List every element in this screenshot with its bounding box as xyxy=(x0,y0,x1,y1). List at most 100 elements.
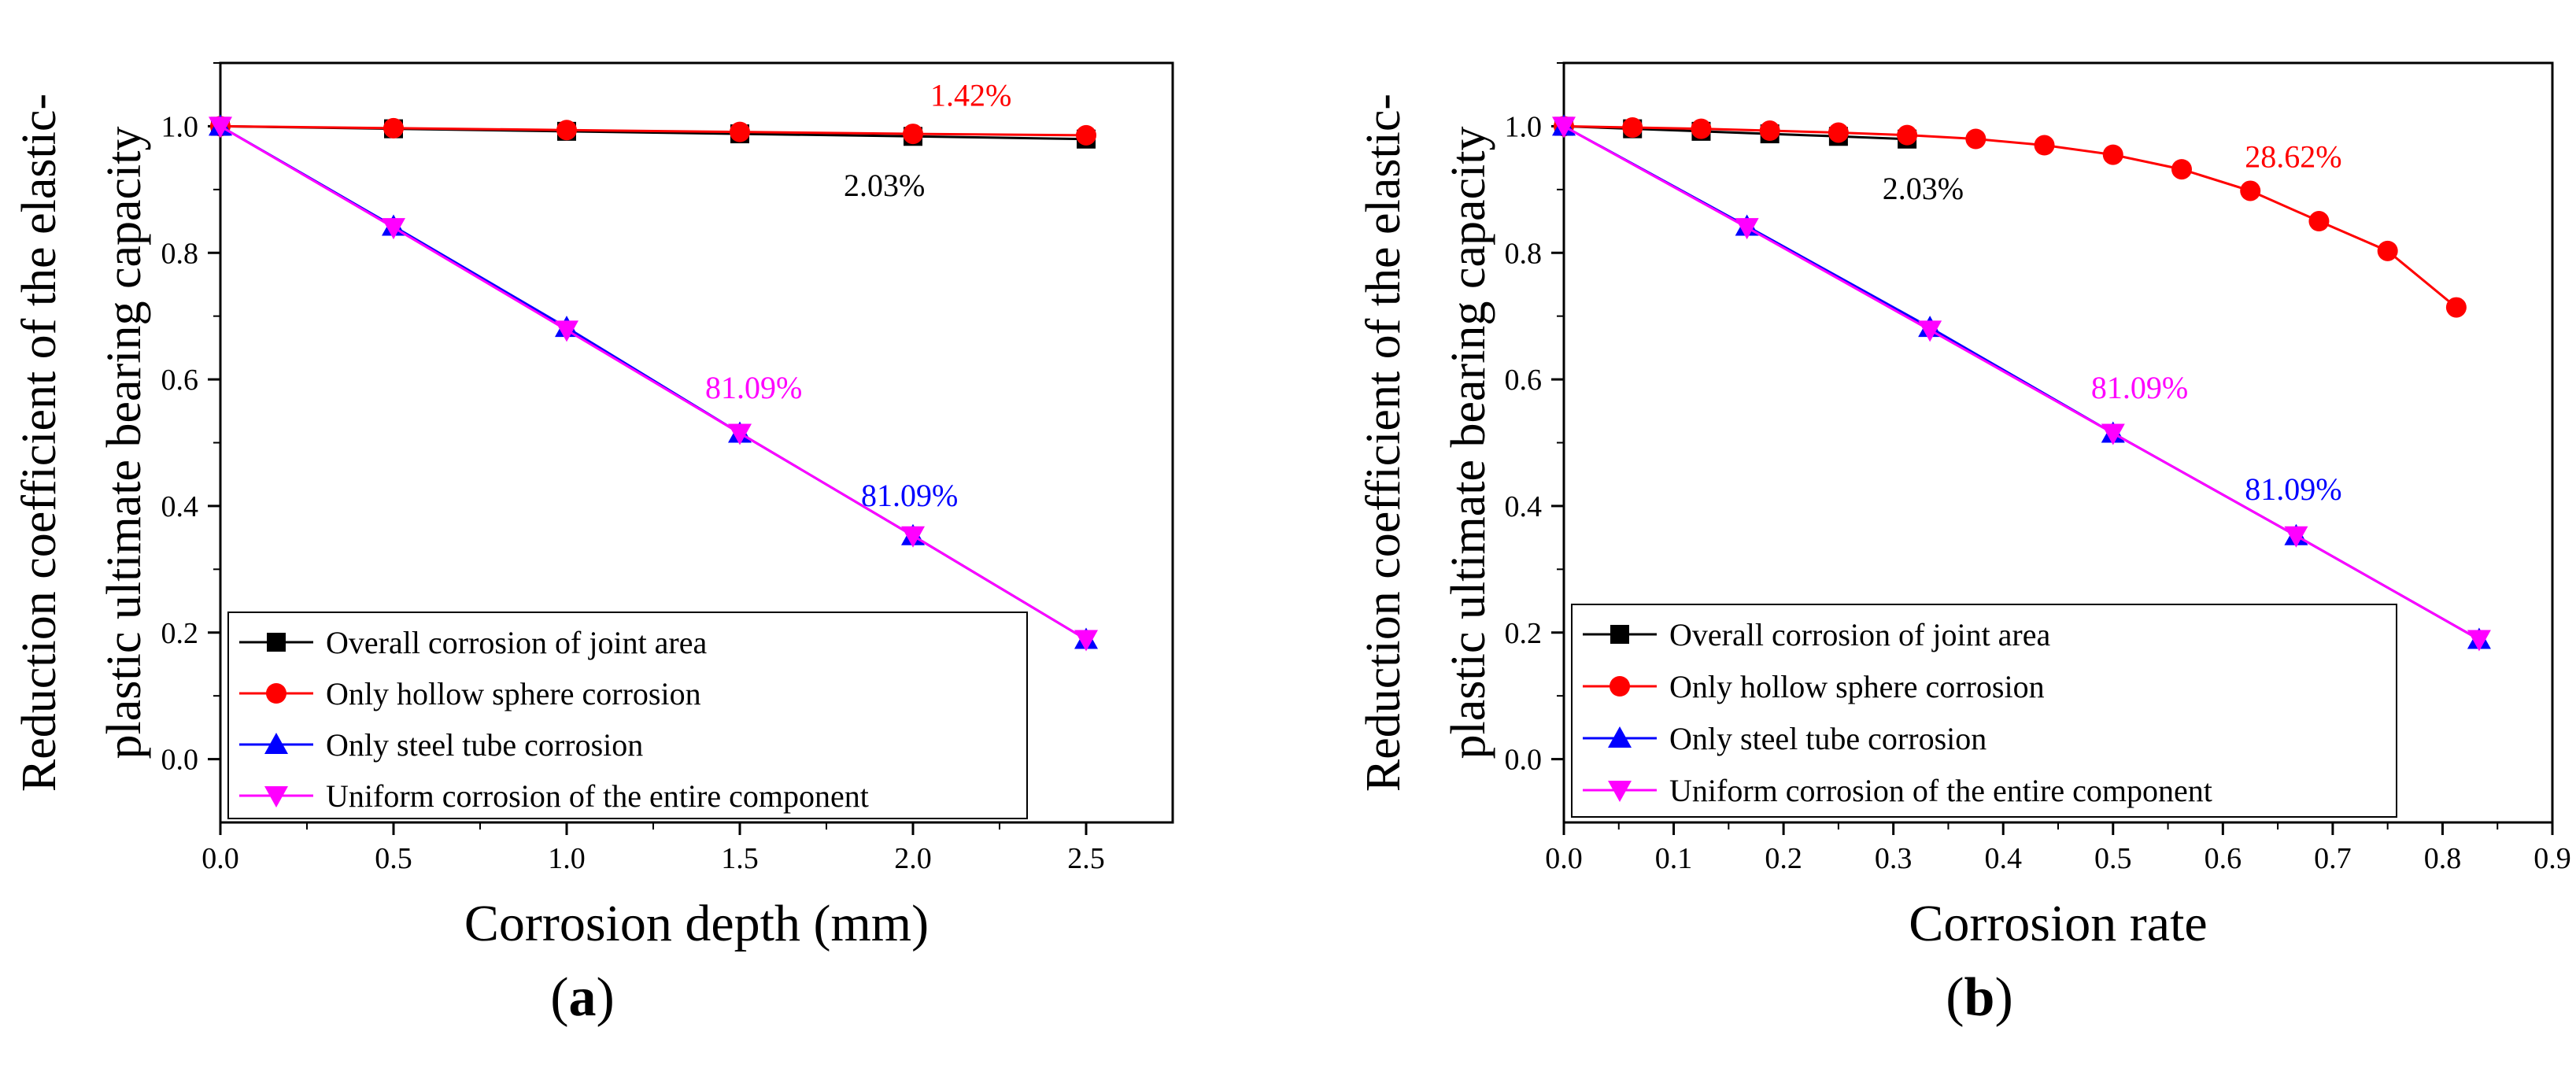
panel-b-y-tick-label: 0.6 xyxy=(1505,364,1543,397)
panel-a-x-tick-label: 1.0 xyxy=(548,842,586,875)
panel-b-y-tick-label: 0.2 xyxy=(1505,617,1543,650)
panel-b-legend-box xyxy=(1571,604,2397,818)
panel-b-series-2-point xyxy=(2377,240,2398,261)
panel-b-legend-marker-3 xyxy=(1608,726,1632,748)
panel-a-annotation-4: 81.09% xyxy=(861,478,958,513)
panel-b-annotation-3: 81.09% xyxy=(2091,370,2188,405)
panel-a-x-tick-label: 0.0 xyxy=(201,842,239,875)
panel-b-chart: 0.0 0.1 0.2 0.3 0.4 0.5 0.6 0.7 0.8 0.9 0.0 0.2 0.4 0… xyxy=(1357,61,2571,1028)
panel-b-x-tick-label: 0.7 xyxy=(2314,842,2352,875)
panel-b-series-2-point xyxy=(1622,117,1643,139)
panel-a-y-tick-label: 1.0 xyxy=(161,110,199,143)
panel-b-x-tick-label: 0.0 xyxy=(1545,842,1583,875)
panel-a-series-2-point xyxy=(1076,124,1096,146)
panel-b-series-4-point xyxy=(2101,423,2125,445)
panel-b-x-axis-label: Corrosion rate xyxy=(1909,895,2207,952)
panel-a-series-2 xyxy=(210,116,1096,146)
panel-b-legend-entry-3: Only steel tube corrosion xyxy=(1669,721,1987,756)
panel-b-legend-entry-1: Overall corrosion of joint area xyxy=(1669,617,2051,652)
panel-b-annotation-2: 2.03% xyxy=(1883,171,1964,206)
panel-b-y-axis-label-line-1: Reduction coefficient of the elastic- xyxy=(1357,94,1410,792)
panel-b-series-2-point xyxy=(2240,180,2261,201)
panel-b-legend: Overall corrosion of joint area Only holl… xyxy=(1571,604,2397,818)
panel-b-series-2-line xyxy=(1563,124,2457,309)
panel-a-legend-marker-1 xyxy=(267,633,286,652)
panel-a-x-tick-label: 1.5 xyxy=(721,842,759,875)
panel-a-y-tick-label: 0.4 xyxy=(161,490,199,523)
panel-a-series-2-point xyxy=(903,124,923,145)
panel-b-series-2-point xyxy=(2308,211,2330,232)
panel-b-x-tick-label: 0.1 xyxy=(1655,842,1693,875)
panel-a-legend-box xyxy=(227,612,1028,819)
panel-a-series-2-point xyxy=(383,117,404,139)
panel-a-series-4-point xyxy=(1074,630,1098,652)
panel-a-series-4-point xyxy=(209,116,232,139)
panel-b-x-tick-label: 0.6 xyxy=(2205,842,2242,875)
panel-b-x-tick-label: 0.2 xyxy=(1765,842,1802,875)
panel-a-y-axis-label-line-1: Reduction coefficient of the elastic- xyxy=(13,94,66,792)
panel-a-legend-entry-2: Only hollow sphere corrosion xyxy=(326,676,701,711)
panel-a-panel-label: (a) xyxy=(550,967,615,1028)
panel-b-series-2-point xyxy=(1897,124,1918,146)
panel-a-chart: 0.0 0.5 1.0 1.5 2.0 2.5 0.0 0.2 0.4 0.6 0.8 1.0 Corr… xyxy=(13,61,1174,1028)
panel-a-x-tick-label: 2.5 xyxy=(1067,842,1105,875)
panel-b-legend-marker-1 xyxy=(1610,625,1629,644)
panel-b-series-4-line xyxy=(1563,125,2480,641)
panel-b-series-4-point xyxy=(2467,630,2491,652)
panel-b-series-2-point xyxy=(2445,297,2467,318)
panel-b-series-4 xyxy=(1552,116,2491,652)
panel-a-legend-marker-2 xyxy=(266,683,286,704)
panel-b-y-tick-label: 0.8 xyxy=(1505,237,1543,270)
panel-b-series-2-point xyxy=(2034,135,2055,156)
panel-a-series-4 xyxy=(209,116,1098,652)
panel-b-x-tick-label: 0.3 xyxy=(1875,842,1913,875)
panel-a-x-tick-label: 2.0 xyxy=(894,842,932,875)
panel-b-legend-marker-2 xyxy=(1610,676,1630,697)
panel-b-x-tick-label: 0.5 xyxy=(2094,842,2132,875)
panel-b-y-axis-label-line-2: plastic ultimate bearing capacity xyxy=(1442,127,1495,759)
panel-b-series-2-point xyxy=(1965,128,1987,150)
panel-a-series-4-point xyxy=(555,320,578,342)
panel-b-series-4-point xyxy=(2284,526,2308,548)
panel-b-annotation-4: 81.09% xyxy=(2245,471,2341,507)
panel-b-legend-marker-4 xyxy=(1608,781,1632,802)
panel-b-panel-label: (b) xyxy=(1946,967,2013,1028)
panel-b-series-2-point xyxy=(2171,159,2192,180)
panel-b-series-4-point xyxy=(1918,320,1942,342)
panel-b-y-tick-label: 0.0 xyxy=(1505,744,1543,777)
panel-b-series-2-point xyxy=(1759,120,1780,142)
panel-a-x-tick-label: 0.5 xyxy=(375,842,412,875)
panel-a-y-tick-label: 0.8 xyxy=(161,237,199,270)
panel-a-series-2-point xyxy=(730,121,750,142)
panel-a-legend-marker-3 xyxy=(264,733,288,754)
panel-b-series-2 xyxy=(1554,116,2467,318)
panel-a-legend-marker-4 xyxy=(264,786,288,807)
panel-a-legend: Overall corrosion of joint area Only holl… xyxy=(227,612,1028,819)
panel-a-y-axis-label-line-2: plastic ultimate bearing capacity xyxy=(98,127,151,759)
panel-b-series-4-point xyxy=(1552,116,1576,139)
panel-a-series-1 xyxy=(211,116,1096,149)
panel-a-legend-entry-4: Uniform corrosion of the entire componen… xyxy=(326,778,869,814)
panel-a-annotation-2: 2.03% xyxy=(844,168,925,203)
panel-a-x-axis-label: Corrosion depth (mm) xyxy=(464,895,929,952)
panel-a-legend-entry-1: Overall corrosion of joint area xyxy=(326,625,708,660)
panel-a-series-2-line xyxy=(220,124,1087,137)
panel-b-y-tick-label: 0.4 xyxy=(1505,490,1543,523)
panel-a-series-4-point xyxy=(382,218,405,240)
panel-b-series-2-point xyxy=(1691,118,1712,139)
panel-b-series-2-point xyxy=(1828,122,1849,143)
panel-b-legend-entry-4: Uniform corrosion of the entire componen… xyxy=(1669,773,2212,808)
panel-a-y-tick-label: 0.2 xyxy=(161,617,199,650)
panel-a-annotation-1: 1.42% xyxy=(930,78,1011,113)
panel-a-series-2-point xyxy=(556,120,577,141)
panel-b-annotation-1: 28.62% xyxy=(2245,139,2341,175)
panel-a-y-tick-label: 0.6 xyxy=(161,364,199,397)
panel-b-x-tick-label: 0.9 xyxy=(2533,842,2571,875)
panel-a-legend-entry-3: Only steel tube corrosion xyxy=(326,727,643,763)
panel-a-annotation-3: 81.09% xyxy=(705,370,802,405)
panel-b-series-2-point xyxy=(2102,144,2123,165)
panel-a-series-4-point xyxy=(728,423,752,445)
panel-b-x-tick-label: 0.4 xyxy=(1984,842,2022,875)
panel-b-y-tick-label: 1.0 xyxy=(1505,110,1543,143)
